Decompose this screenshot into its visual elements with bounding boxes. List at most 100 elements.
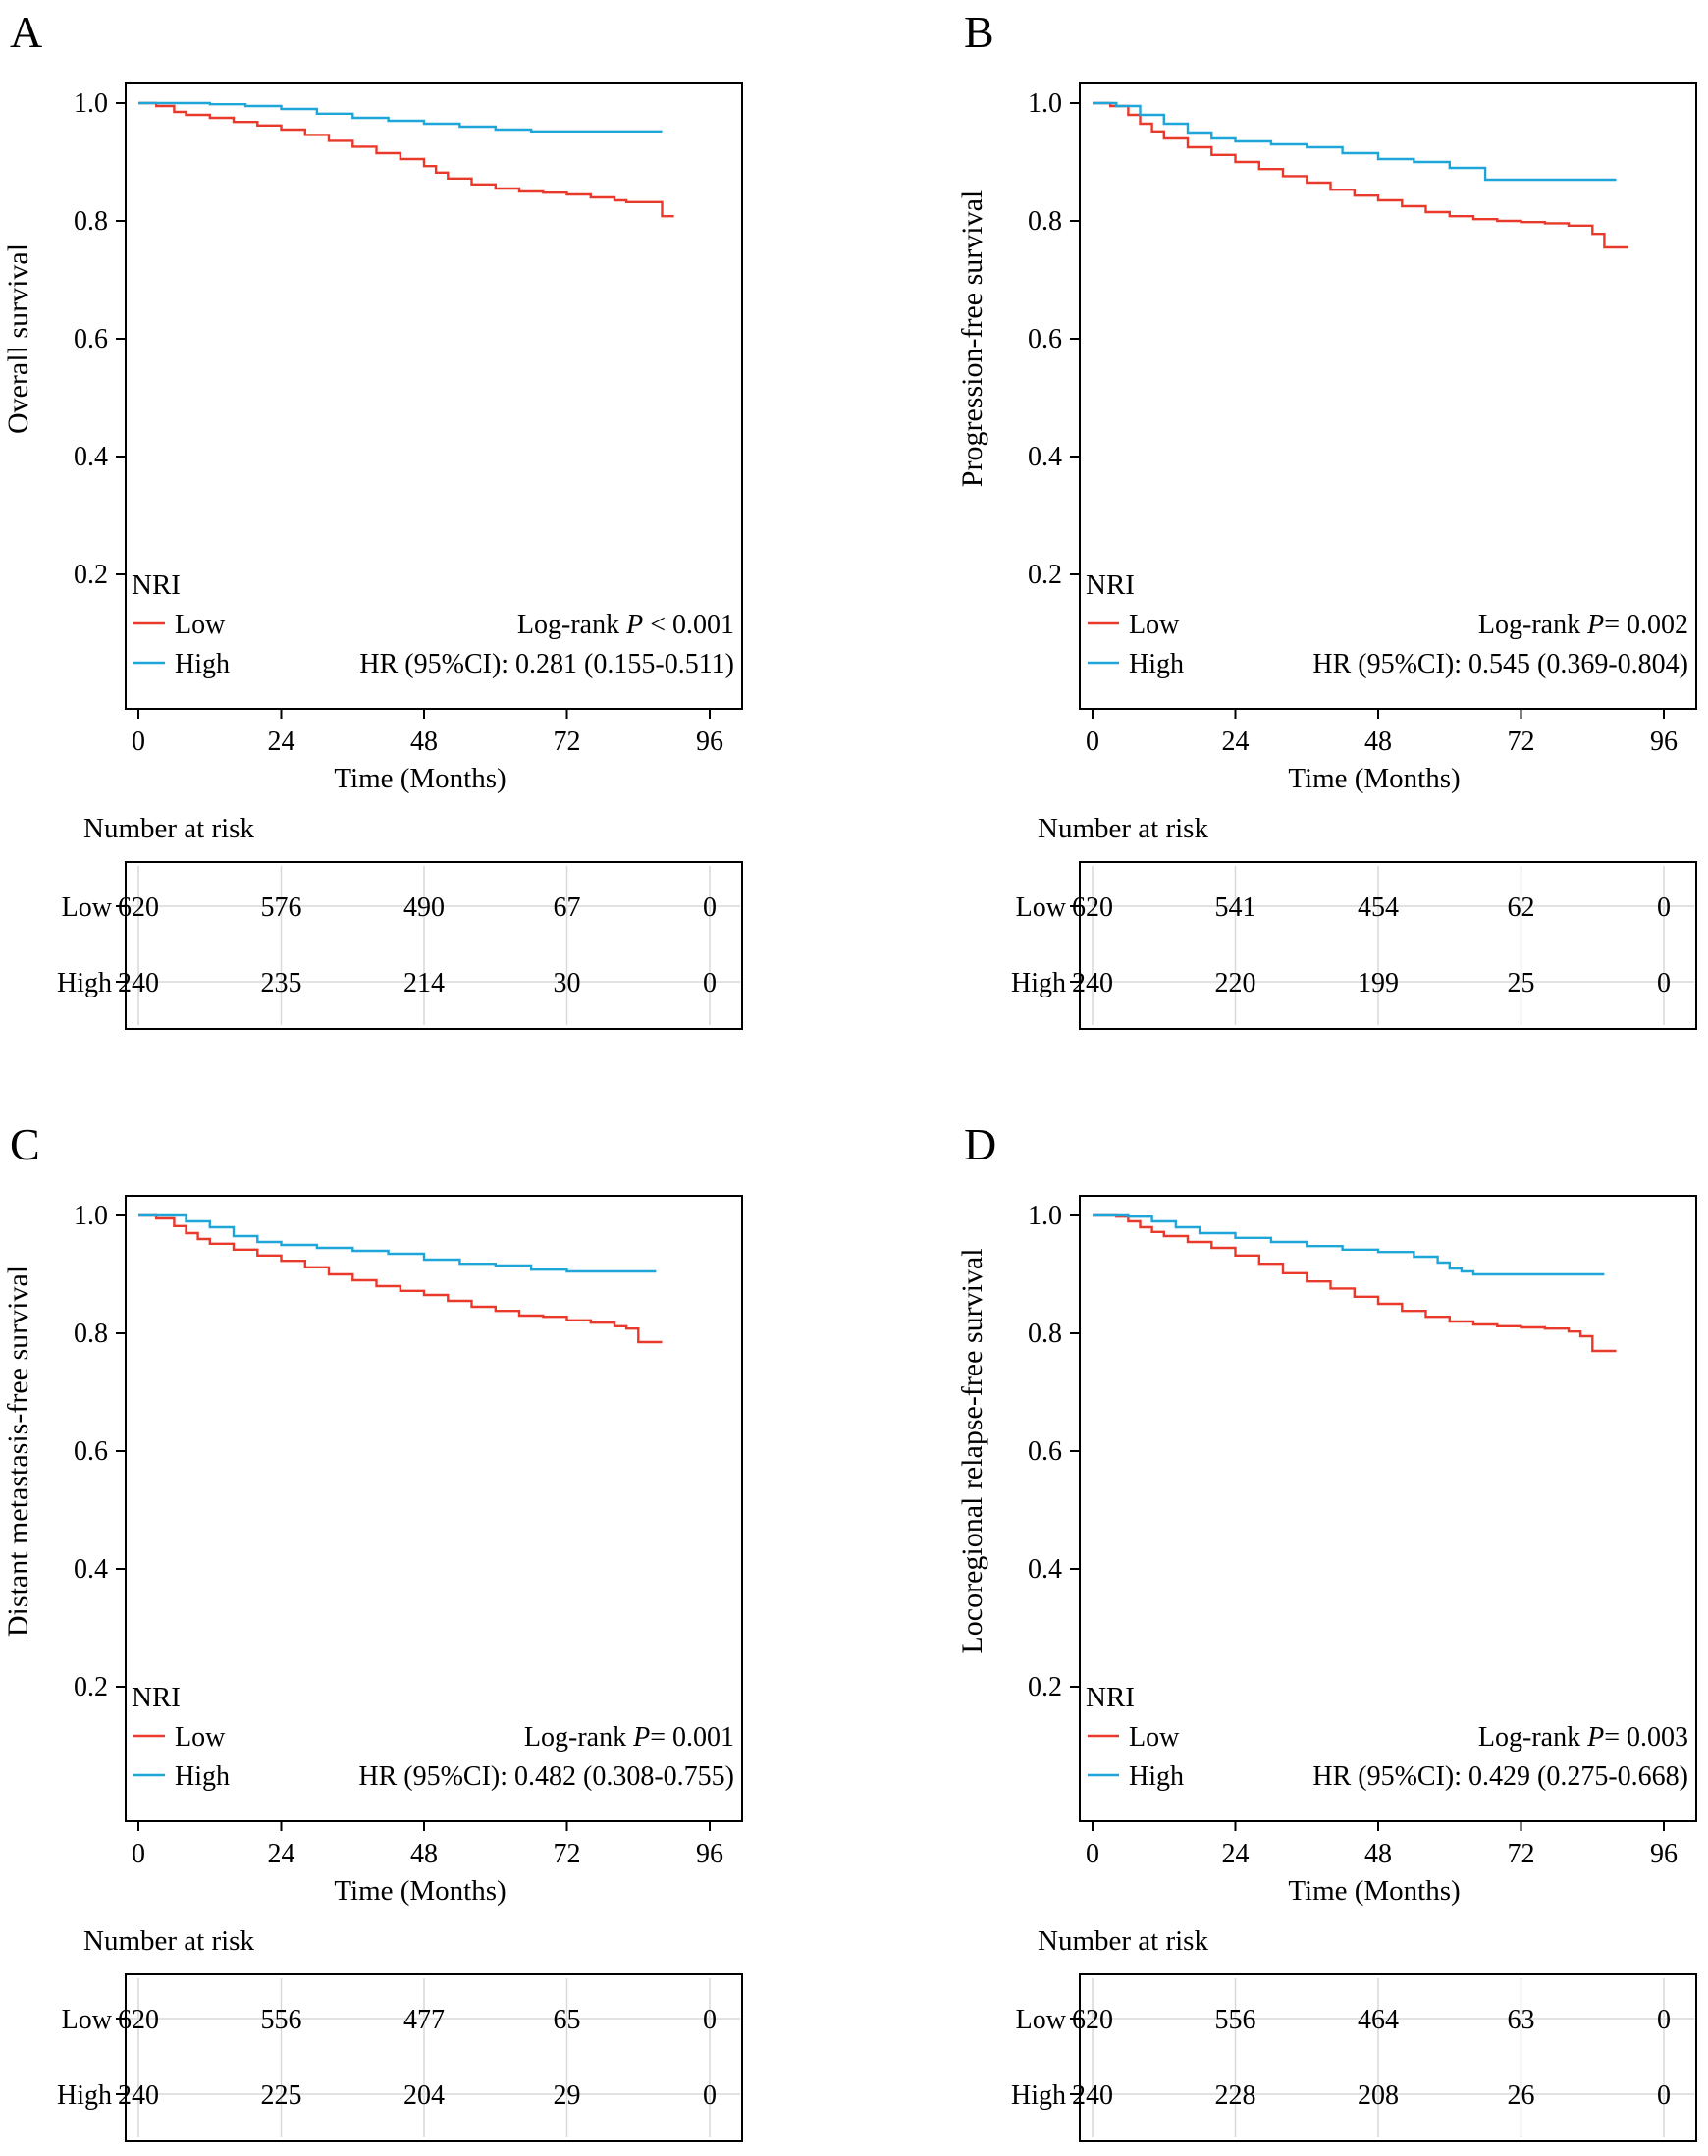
hazard-ratio-text: HR (95%CI): 0.482 (0.308-0.755) — [358, 1761, 734, 1792]
y-tick-label: 0.8 — [74, 1319, 108, 1349]
panel-C: C 0.2 0.4 0.6 0.8 1.0 0 24 48 72 96 Time (Months) Di… — [2, 1119, 743, 2142]
risk-table-cell: 0 — [703, 2005, 717, 2035]
x-tick-label: 0 — [1086, 727, 1099, 757]
series-line-high — [1093, 101, 1617, 182]
y-tick-label: 0.2 — [74, 560, 108, 590]
panel-letter: D — [964, 1119, 996, 1169]
legend-label-low: Low — [175, 1722, 226, 1752]
series-line-high — [1093, 1213, 1605, 1276]
panel-A: A 0.2 0.4 0.6 0.8 1.0 0 24 48 72 96 Time (Months) Ov… — [2, 7, 743, 1030]
risk-table-cell: 29 — [554, 2080, 581, 2111]
x-tick-label: 24 — [268, 727, 295, 757]
risk-table-cell: 0 — [1657, 2080, 1671, 2111]
risk-table-cell: 620 — [1072, 892, 1113, 923]
x-tick-label: 24 — [1222, 727, 1250, 757]
plot-frame — [125, 82, 743, 710]
x-tick-label: 48 — [410, 1839, 438, 1869]
risk-table-cell: 208 — [1358, 2080, 1399, 2111]
x-axis-label: Time (Months) — [334, 763, 506, 794]
legend-title: NRI — [132, 1682, 181, 1713]
y-tick-label: 1.0 — [1028, 88, 1062, 119]
risk-table-frame — [1079, 861, 1697, 1030]
plot-frame — [125, 1195, 743, 1822]
y-tick-label: 0.8 — [1028, 206, 1062, 237]
logrank-text: Log-rank P= 0.001 — [524, 1722, 734, 1752]
y-tick-label: 0.6 — [1028, 324, 1062, 354]
risk-table-cell: 65 — [554, 2005, 581, 2035]
x-tick-label: 48 — [410, 727, 438, 757]
plot-frame — [1079, 1195, 1697, 1822]
p-value: = 0.003 — [1604, 1722, 1688, 1752]
y-tick-label: 0.6 — [74, 1436, 108, 1467]
risk-row-label-low: Low — [62, 2005, 113, 2035]
y-axis-label: Progression-free survival — [956, 190, 988, 487]
y-axis-label: Distant metastasis-free survival — [2, 1266, 34, 1637]
p-symbol: P — [1586, 1722, 1604, 1752]
risk-table-frame — [125, 861, 743, 1030]
risk-table-title: Number at risk — [1038, 813, 1208, 844]
x-tick-label: 72 — [1508, 1839, 1535, 1869]
x-tick-label: 24 — [1222, 1839, 1250, 1869]
risk-table-cell: 63 — [1508, 2005, 1535, 2035]
risk-row-label-high: High — [57, 968, 112, 998]
risk-table-cell: 0 — [1657, 2005, 1671, 2035]
x-tick-label: 0 — [132, 727, 145, 757]
y-tick-label: 0.8 — [1028, 1319, 1062, 1349]
p-symbol: P — [625, 610, 643, 640]
plot-frame — [1079, 82, 1697, 710]
panel-D: D 0.2 0.4 0.6 0.8 1.0 0 24 48 72 96 Time (Months) Lo… — [956, 1119, 1697, 2142]
risk-table-cell: 556 — [1215, 2005, 1256, 2035]
risk-table-cell: 556 — [261, 2005, 302, 2035]
risk-table-cell: 30 — [554, 968, 581, 998]
hazard-ratio-text: HR (95%CI): 0.545 (0.369-0.804) — [1312, 649, 1688, 679]
x-tick-label: 72 — [1508, 727, 1535, 757]
risk-table-cell: 0 — [703, 2080, 717, 2111]
x-tick-label: 96 — [696, 727, 723, 757]
risk-row-label-high: High — [1011, 2080, 1066, 2111]
x-tick-label: 72 — [554, 727, 581, 757]
risk-table-cell: 26 — [1508, 2080, 1535, 2111]
x-tick-label: 0 — [132, 1839, 145, 1869]
y-tick-label: 0.4 — [74, 1554, 108, 1585]
risk-table-title: Number at risk — [1038, 1925, 1208, 1957]
legend-title: NRI — [1086, 569, 1135, 601]
series-line-high — [138, 1213, 657, 1273]
risk-table-cell: 204 — [403, 2080, 445, 2111]
y-axis-label: Overall survival — [2, 243, 34, 434]
y-tick-label: 0.6 — [74, 324, 108, 354]
panel-letter: B — [964, 7, 994, 57]
y-tick-label: 0.2 — [74, 1672, 108, 1702]
p-value: = 0.002 — [1604, 610, 1688, 640]
legend-title: NRI — [132, 569, 181, 601]
y-tick-label: 0.4 — [74, 442, 108, 472]
risk-table-title: Number at risk — [83, 813, 254, 844]
legend-label-high: High — [175, 1761, 230, 1792]
logrank-text: Log-rank P < 0.001 — [517, 610, 734, 640]
risk-row-label-high: High — [57, 2080, 112, 2111]
risk-table-cell: 490 — [403, 892, 445, 923]
logrank-prefix: Log-rank — [524, 1722, 633, 1752]
x-tick-label: 24 — [268, 1839, 295, 1869]
risk-table-cell: 576 — [261, 892, 302, 923]
risk-table-cell: 454 — [1358, 892, 1399, 923]
p-value: = 0.001 — [650, 1722, 734, 1752]
risk-table-cell: 477 — [403, 2005, 445, 2035]
risk-table-cell: 228 — [1215, 2080, 1256, 2111]
series-line-high — [138, 101, 663, 133]
risk-table-cell: 240 — [118, 2080, 159, 2111]
risk-table-cell: 240 — [118, 968, 159, 998]
x-tick-label: 72 — [554, 1839, 581, 1869]
panel-B: B 0.2 0.4 0.6 0.8 1.0 0 24 48 72 96 Time (Months) Pr… — [956, 7, 1697, 1030]
legend-label-high: High — [1129, 649, 1184, 679]
legend-label-high: High — [1129, 1761, 1184, 1792]
risk-table-cell: 240 — [1072, 2080, 1113, 2111]
y-tick-label: 0.4 — [1028, 1554, 1062, 1585]
risk-table-cell: 235 — [261, 968, 302, 998]
series-line-low — [1093, 1213, 1617, 1353]
hazard-ratio-text: HR (95%CI): 0.281 (0.155-0.511) — [359, 649, 734, 679]
logrank-prefix: Log-rank — [517, 610, 626, 640]
y-tick-label: 0.2 — [1028, 1672, 1062, 1702]
series-line-low — [1093, 101, 1628, 249]
x-tick-label: 96 — [1650, 727, 1678, 757]
